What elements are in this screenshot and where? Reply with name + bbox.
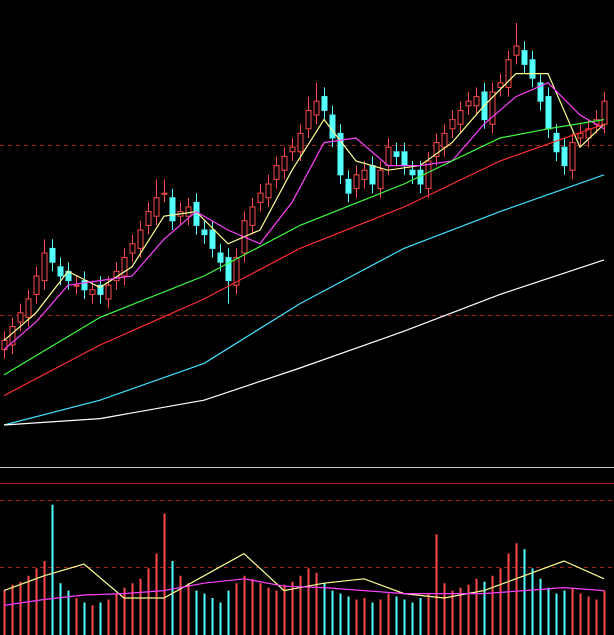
- moving-average-line: [3, 123, 605, 397]
- candle-body: [73, 284, 80, 287]
- candle-body: [313, 100, 320, 116]
- candle-body: [393, 151, 400, 157]
- candle-body: [57, 266, 64, 277]
- candle-body: [129, 243, 136, 254]
- moving-average-line: [3, 259, 605, 426]
- candle-body: [201, 229, 208, 236]
- candle-body: [601, 100, 608, 125]
- moving-average-line: [3, 174, 605, 426]
- candle-body: [553, 132, 560, 153]
- candle-body: [497, 82, 504, 88]
- candle-body: [185, 206, 192, 217]
- candle-body: [457, 109, 464, 125]
- candle-body: [209, 229, 216, 249]
- moving-average-line: [3, 73, 605, 341]
- candle-body: [41, 252, 48, 282]
- moving-average-line: [3, 578, 605, 606]
- candle-body: [273, 165, 280, 180]
- candle-body: [281, 155, 288, 171]
- candle-body: [425, 160, 432, 190]
- candle-body: [289, 146, 296, 153]
- candle-body: [545, 96, 552, 130]
- candle-body: [513, 45, 520, 56]
- candle-body: [345, 178, 352, 194]
- candle-body: [297, 132, 304, 153]
- candle-body: [49, 247, 56, 263]
- candle-body: [105, 284, 112, 300]
- candle-body: [217, 252, 224, 263]
- candle-body: [153, 197, 160, 217]
- moving-average-line: [3, 82, 605, 351]
- moving-average-line: [3, 119, 605, 376]
- candle-body: [233, 257, 240, 286]
- candle-body: [505, 59, 512, 88]
- candle-body: [33, 275, 40, 295]
- candle-body: [81, 280, 88, 291]
- candle-body: [169, 197, 176, 222]
- candle-body: [121, 257, 128, 277]
- candle-body: [321, 96, 328, 111]
- candle-body: [377, 169, 384, 190]
- candle-body: [97, 284, 104, 295]
- candle-body: [441, 132, 448, 148]
- candle-body: [369, 165, 376, 185]
- candle-body: [561, 146, 568, 167]
- candle-body: [337, 132, 344, 176]
- candle-body: [537, 82, 544, 102]
- candle-body: [89, 289, 96, 295]
- candle-body: [409, 169, 416, 176]
- candle-body: [225, 257, 232, 282]
- candle-body: [249, 206, 256, 226]
- candle-body: [265, 183, 272, 199]
- candle-body: [305, 109, 312, 130]
- candle-body: [577, 132, 584, 139]
- candle-body: [529, 59, 536, 79]
- candle-body: [257, 192, 264, 203]
- candle-body: [25, 298, 32, 318]
- candle-body: [145, 211, 152, 226]
- candle-body: [137, 229, 144, 249]
- candle-body: [433, 142, 440, 157]
- candle-body: [17, 312, 24, 323]
- candle-body: [473, 96, 480, 107]
- candle-body: [449, 119, 456, 130]
- candle-body: [569, 142, 576, 171]
- candle-body: [385, 146, 392, 167]
- candle-body: [401, 151, 408, 167]
- candle-body: [465, 100, 472, 107]
- candle-body: [521, 50, 528, 65]
- candle-body: [353, 174, 360, 190]
- candle-body: [161, 192, 168, 195]
- candle-body: [489, 91, 496, 125]
- candle-body: [585, 128, 592, 139]
- candle-body: [361, 169, 368, 180]
- candle-body: [329, 114, 336, 139]
- candle-body: [113, 270, 120, 282]
